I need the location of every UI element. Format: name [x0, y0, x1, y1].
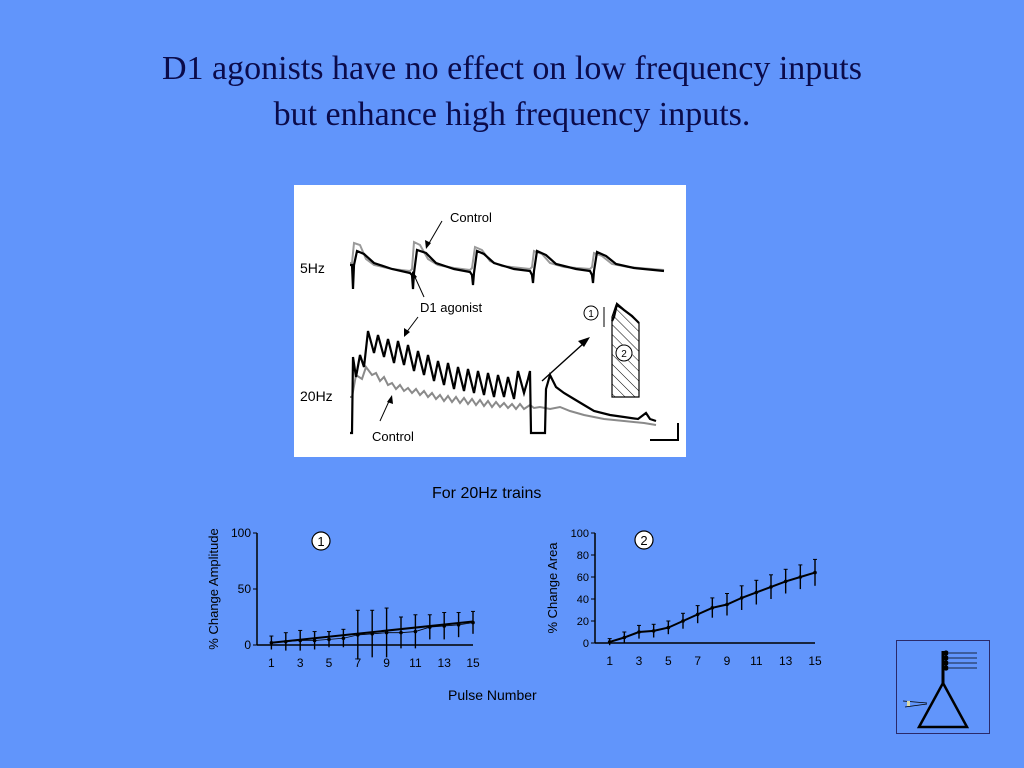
trace-5hz-control	[350, 240, 665, 273]
data-point	[384, 630, 389, 635]
y-tick-label: 60	[577, 572, 589, 584]
title-line-2: but enhance high frequency inputs.	[273, 96, 751, 133]
d1-arrow-up-head	[412, 271, 417, 280]
inset-trace	[611, 301, 640, 324]
plots-header: For 20Hz trains	[432, 485, 542, 502]
x-tick-label: 7	[694, 654, 701, 668]
title-line-1: D1 agonists have no effect on low freque…	[162, 50, 862, 87]
data-point	[637, 630, 641, 634]
y-tick-label: 100	[231, 526, 251, 540]
d1-arrow-down-head	[404, 328, 410, 337]
x-tick-label: 9	[724, 654, 731, 668]
control-top-arrow	[427, 220, 443, 246]
data-point	[725, 602, 729, 607]
inset-marker-2-label: 2	[621, 349, 627, 360]
data-point	[327, 637, 331, 642]
inset-marker-1	[583, 305, 599, 321]
y-tick-label: 100	[571, 528, 589, 540]
data-point	[666, 625, 671, 630]
y-axis-label: % Change Amplitude	[206, 528, 221, 649]
x-tick-label: 11	[750, 654, 763, 668]
inset-arrow-head	[578, 337, 590, 347]
control-bottom-arrow	[379, 398, 391, 422]
data-point	[783, 579, 788, 584]
data-point	[739, 596, 744, 600]
x-tick-label: 13	[438, 656, 452, 670]
x-tick-label: 3	[636, 654, 643, 668]
data-point	[341, 636, 346, 641]
x-tick-label: 1	[606, 654, 613, 668]
data-point	[695, 612, 700, 617]
data-point	[813, 570, 817, 575]
plot-badge-label: 1	[317, 534, 324, 549]
label-20hz: 20Hz	[300, 388, 333, 404]
data-point	[754, 590, 759, 595]
trace-5hz-d1	[350, 248, 665, 290]
data-point	[769, 585, 773, 589]
y-tick-label: 50	[238, 582, 252, 596]
scale-bar	[650, 423, 679, 441]
data-point	[710, 606, 715, 610]
x-tick-label: 13	[779, 654, 793, 668]
y-tick-label: 0	[583, 638, 589, 650]
slide-title: D1 agonists have no effect on low freque…	[0, 46, 1024, 138]
x-tick-label: 15	[808, 654, 822, 668]
data-point	[681, 619, 685, 623]
y-tick-label: 80	[577, 550, 589, 562]
plot-badge	[311, 531, 331, 551]
plot-badge-label: 2	[640, 533, 647, 548]
x-tick-label: 5	[665, 654, 672, 668]
label-d1-agonist: D1 agonist	[420, 300, 483, 315]
label-5hz: 5Hz	[300, 260, 325, 276]
data-point	[651, 629, 656, 633]
d1-arrow-down	[405, 316, 419, 334]
trace-figure: 1 2 5Hz 20Hz Control D1 agonist Control	[294, 185, 686, 457]
x-tick-label: 11	[409, 656, 422, 670]
trace-20hz-d1	[350, 330, 657, 435]
y-tick-label: 0	[244, 638, 251, 652]
data-point	[312, 638, 317, 643]
y-tick-label: 20	[577, 616, 589, 628]
data-point	[607, 640, 612, 644]
data-point	[413, 629, 418, 634]
x-tick-label: 1	[268, 656, 275, 670]
plot-badge	[634, 530, 654, 550]
trace-20hz-control	[350, 364, 657, 426]
neuron-icon	[896, 640, 990, 734]
inset-arrow	[541, 342, 585, 382]
y-axis-label: % Change Area	[545, 542, 560, 634]
data-point	[399, 630, 403, 635]
label-control-bottom: Control	[372, 429, 414, 444]
data-point	[622, 635, 627, 640]
data-point	[798, 575, 803, 579]
x-tick-label: 5	[326, 656, 333, 670]
x-tick-label: 3	[297, 656, 304, 670]
y-tick-label: 40	[577, 594, 589, 606]
neuron-icon-svg	[902, 650, 977, 729]
fit-line	[271, 620, 474, 644]
inset-marker-1-label: 1	[588, 309, 594, 320]
inset-marker-2	[615, 344, 633, 362]
x-tick-label: 7	[354, 656, 361, 670]
x-tick-label: 9	[383, 656, 390, 670]
control-top-arrow-head	[425, 240, 431, 249]
x-axis-label: Pulse Number	[448, 687, 537, 703]
d1-arrow-up	[413, 274, 425, 298]
x-tick-label: 15	[466, 656, 480, 670]
control-bottom-arrow-head	[387, 395, 393, 404]
label-control-top: Control	[450, 210, 492, 225]
trace-figure-svg: 1 2 5Hz 20Hz Control D1 agonist Control	[300, 210, 679, 444]
